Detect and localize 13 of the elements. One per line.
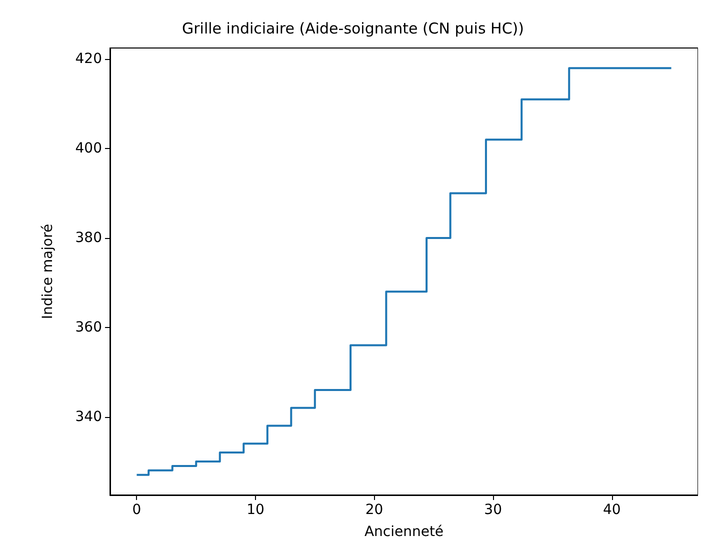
chart-title: Grille indiciaire (Aide-soignante (CN puis HC))	[182, 20, 524, 38]
x-tick-label: 10	[246, 502, 264, 518]
x-axis-title: Ancienneté	[364, 524, 444, 540]
y-tick-label: 420	[75, 51, 102, 68]
y-tick-label: 400	[75, 140, 102, 157]
x-tick-label: 20	[365, 502, 384, 518]
y-tick-label: 380	[75, 230, 102, 246]
x-tick-label: 40	[602, 502, 621, 518]
x-tick-label: 0	[132, 502, 142, 518]
y-axis-title: Indice majoré	[40, 224, 56, 320]
y-tick-label: 360	[75, 319, 102, 336]
y-tick-label: 340	[75, 408, 102, 425]
x-tick-label: 30	[484, 502, 502, 518]
